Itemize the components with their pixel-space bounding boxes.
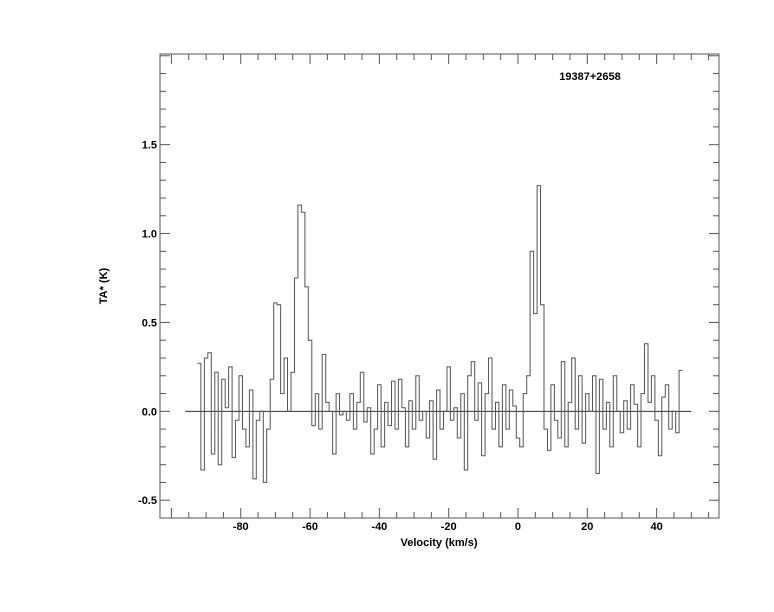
axis-ticks xyxy=(160,54,719,519)
x-tick-label: -60 xyxy=(302,521,318,533)
spectrum-line xyxy=(197,185,683,483)
y-tick-label: 1.5 xyxy=(142,140,157,152)
tick-labels: -80 -60 -40 -20 0 20 40 -0.5 0.0 0.5 1.0 1.5 xyxy=(138,140,663,533)
x-tick-label: -20 xyxy=(441,521,457,533)
y-tick-label: 0.0 xyxy=(142,406,157,418)
y-tick-label: 0.5 xyxy=(142,317,157,329)
y-tick-label: -0.5 xyxy=(138,495,157,507)
x-tick-label: -80 xyxy=(233,521,249,533)
x-tick-label: 40 xyxy=(650,521,662,533)
x-tick-label: -40 xyxy=(371,521,387,533)
y-axis-label: TA* (K) xyxy=(98,267,110,304)
plot-frame xyxy=(159,53,720,519)
x-axis-label: Velocity (km/s) xyxy=(400,537,477,549)
y-tick-label: 1.0 xyxy=(142,229,157,241)
x-tick-label: 20 xyxy=(581,521,593,533)
x-tick-label: 0 xyxy=(515,521,521,533)
chart-title: 19387+2658 xyxy=(559,71,620,83)
